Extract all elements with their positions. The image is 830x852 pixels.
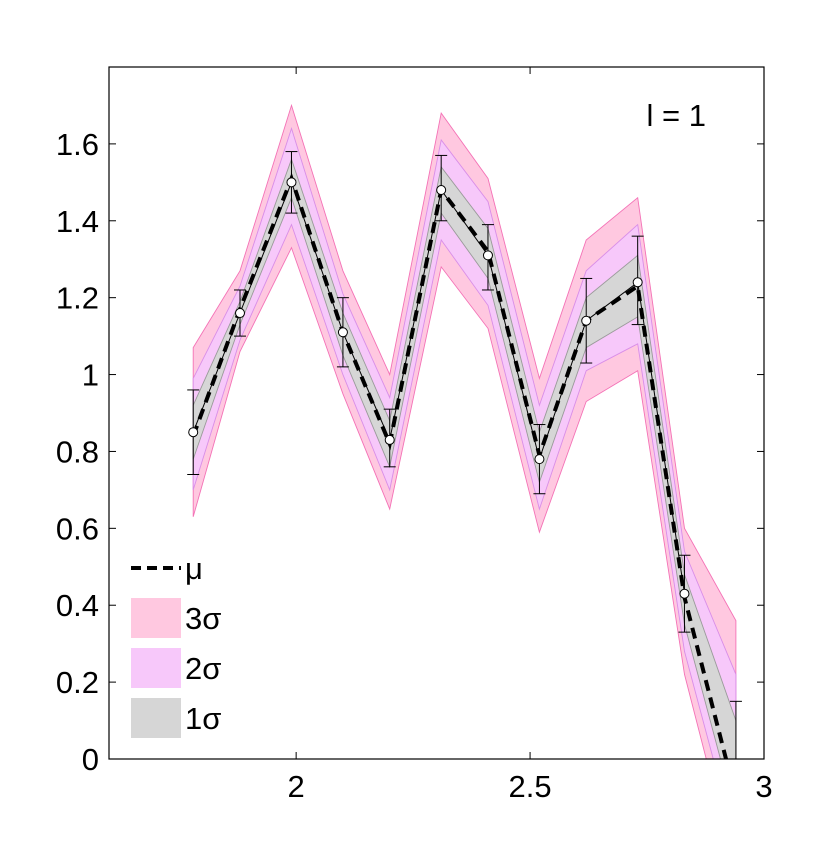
legend-label: 2σ — [185, 651, 221, 686]
observation-point — [482, 250, 493, 261]
legend-swatch — [131, 648, 181, 688]
y-tick-label: 1.2 — [56, 281, 99, 316]
observation-point — [188, 427, 199, 438]
observation-point — [581, 315, 592, 326]
x-axis: 2 2.5 3 — [288, 67, 773, 804]
legend-entry-band3: 3σ — [131, 598, 221, 638]
x-tick-label: 2 — [288, 769, 305, 804]
legend: μ 3σ 2σ 1σ — [131, 551, 221, 738]
y-tick-label: 0.2 — [56, 665, 99, 700]
observation-point — [235, 308, 245, 319]
legend-entry-mu: μ — [131, 551, 203, 586]
legend-swatch — [131, 698, 181, 738]
observation-point — [632, 277, 643, 288]
legend-label: 1σ — [185, 701, 221, 736]
observation-point — [384, 434, 395, 445]
y-axis: 0 0.2 0.4 0.6 0.8 1 1.2 1.4 1.6 — [56, 127, 764, 777]
legend-label: μ — [185, 551, 203, 586]
y-tick-label: 0 — [82, 742, 99, 777]
x-tick-label: 3 — [755, 769, 772, 804]
y-tick-label: 1.4 — [56, 204, 99, 239]
error-bar — [729, 700, 742, 759]
observation-point — [534, 454, 545, 465]
y-tick-label: 1 — [82, 358, 99, 393]
x-tick-label: 2.5 — [509, 769, 552, 804]
y-tick-label: 0.8 — [56, 434, 99, 469]
legend-entry-band1: 1σ — [131, 698, 221, 738]
mean-line — [191, 172, 729, 759]
observation-point — [436, 185, 447, 196]
legend-label: 3σ — [185, 601, 221, 636]
observation-point — [679, 588, 690, 599]
annotation-label: l = 1 — [647, 98, 706, 133]
observation-point — [337, 327, 348, 338]
y-tick-label: 0.6 — [56, 511, 99, 546]
plot-frame — [108, 66, 765, 760]
y-tick-label: 1.6 — [56, 127, 99, 162]
legend-swatch — [131, 598, 181, 638]
mean-line-group — [191, 172, 729, 759]
observations — [187, 151, 742, 759]
legend-entry-band2: 2σ — [131, 648, 221, 688]
y-tick-label: 0.4 — [56, 588, 99, 623]
observation-point — [286, 177, 297, 188]
